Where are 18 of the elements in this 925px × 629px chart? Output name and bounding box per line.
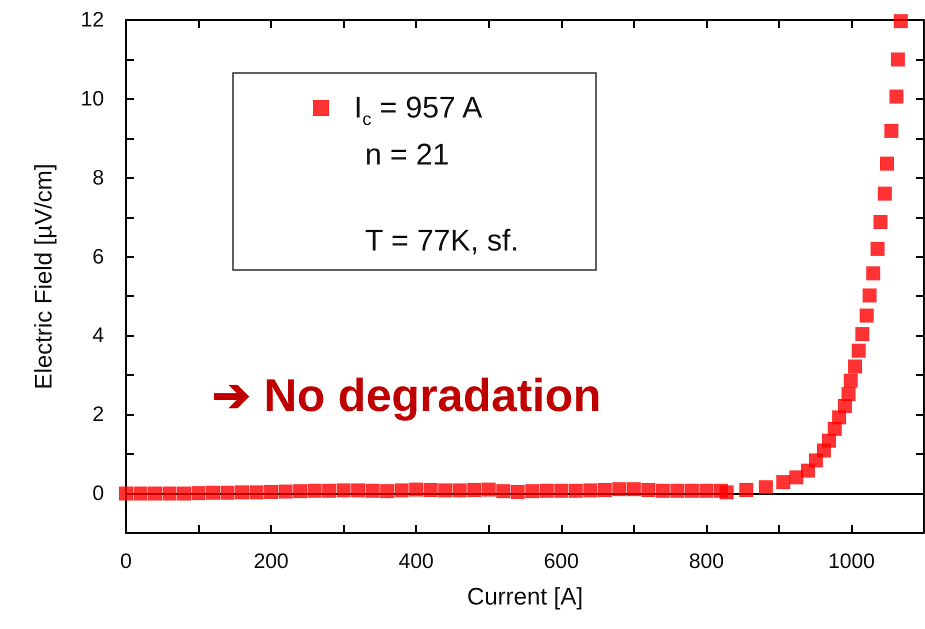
y-tick-label: 4 [92,324,104,348]
y-tick-label: 12 [80,8,104,32]
x-tick-label: 200 [254,550,289,573]
x-tick-label: 0 [120,550,132,573]
y-tick-label: 2 [92,403,104,426]
y-tick-label: 8 [92,166,104,190]
y-axis-title: Electric Field [µV/cm] [30,164,58,390]
y-tick-label: 6 [92,245,104,268]
y-tick-label: 0 [92,482,104,506]
x-tick-label: 1000 [828,550,875,573]
x-tick-label: 400 [398,550,434,573]
x-axis-title: Current [A] [466,584,584,610]
annotation: n = 21 [365,138,450,172]
y-tick-label: 10 [80,87,104,110]
annotation: ➔ No degradation [212,369,602,421]
annotation: T = 77K, sf. [365,224,519,258]
x-tick-label: 600 [544,550,579,573]
x-tick-label: 800 [688,550,724,573]
